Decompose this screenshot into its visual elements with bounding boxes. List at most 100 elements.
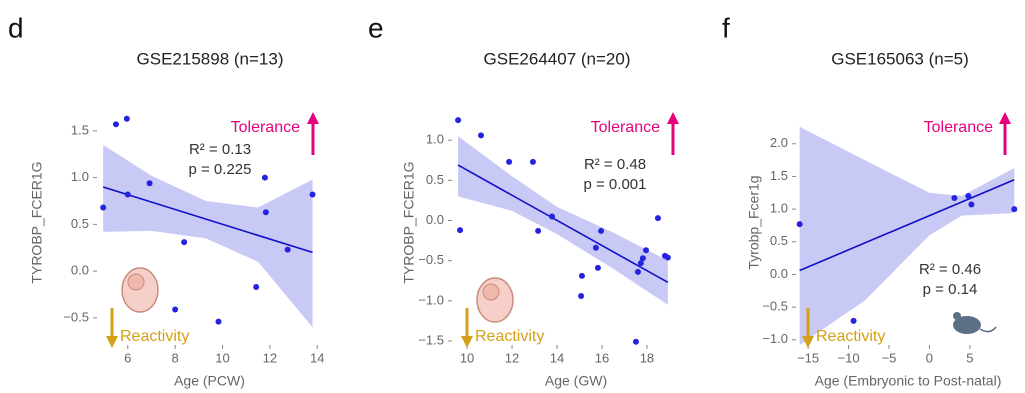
point (262, 209, 269, 216)
panel-letter: e (368, 12, 384, 43)
x-tick-label: 10 (460, 350, 474, 365)
chart-title: GSE165063 (n=5) (831, 49, 969, 68)
tolerance-arrowhead (307, 112, 319, 124)
x-tick-label: 8 (172, 350, 179, 365)
point (664, 254, 671, 261)
x-tick-label: 16 (595, 350, 609, 365)
point (796, 221, 803, 228)
point (215, 318, 222, 325)
x-axis-label: Age (Embryonic to Post-natal) (815, 373, 1002, 389)
fetus-head (482, 283, 500, 301)
tolerance-label: Tolerance (231, 119, 300, 136)
point (639, 255, 646, 262)
confidence-band (799, 126, 1015, 345)
point (284, 246, 291, 253)
x-tick-label: 10 (215, 350, 229, 365)
y-tick-label: −0.5 (418, 252, 444, 267)
reactivity-label: Reactivity (816, 328, 885, 345)
point (643, 247, 650, 254)
x-tick-label: 14 (550, 350, 564, 365)
fit-line (799, 178, 1015, 272)
reactivity-arrowhead (106, 336, 118, 348)
y-axis-label: TYROBP_FCER1G (401, 161, 417, 283)
point (529, 158, 536, 165)
point (951, 195, 958, 201)
y-tick-label: 2.0 (770, 135, 788, 150)
y-tick-label: 1.0 (426, 132, 444, 147)
confidence-band (458, 136, 668, 305)
x-tick-label: 6 (124, 350, 131, 365)
point (506, 158, 513, 165)
fetus-head (127, 273, 145, 291)
reactivity-label: Reactivity (120, 328, 189, 345)
point (455, 117, 462, 124)
x-tick-label: −10 (838, 350, 860, 365)
point (181, 239, 188, 246)
point (634, 268, 641, 275)
point (637, 260, 644, 267)
point (592, 244, 599, 251)
y-tick-label: 0.0 (770, 266, 788, 281)
chart-title: GSE264407 (n=20) (484, 49, 631, 68)
point (632, 338, 639, 345)
y-tick-label: 0.0 (426, 212, 444, 227)
y-tick-label: 0.5 (426, 172, 444, 187)
panel-letter: f (722, 12, 730, 43)
point (654, 215, 661, 222)
point (112, 121, 119, 128)
point (578, 293, 585, 299)
confidence-band (103, 144, 313, 328)
chart-title: GSE215898 (n=13) (137, 49, 284, 68)
x-tick-label: −15 (797, 350, 819, 365)
reactivity-arrowhead (461, 336, 473, 348)
point (1011, 206, 1018, 213)
x-tick-label: 18 (640, 350, 654, 365)
panel-letter: d (8, 12, 24, 43)
reactivity-arrowhead (802, 336, 814, 348)
mouse-icon (953, 316, 981, 334)
point (578, 272, 585, 279)
tolerance-arrowhead (999, 112, 1011, 124)
mouse-ear (953, 312, 961, 320)
tolerance-label: Tolerance (591, 119, 660, 136)
y-tick-label: 1.0 (770, 201, 788, 216)
p-label: p = 0.001 (584, 176, 647, 193)
y-tick-label: 0.0 (71, 263, 89, 278)
y-tick-label: −1.5 (418, 332, 444, 347)
point (146, 180, 153, 187)
fit-line (102, 186, 313, 254)
point (261, 174, 268, 181)
y-tick-label: −0.5 (63, 309, 89, 324)
point (598, 227, 605, 234)
point (594, 264, 601, 271)
reactivity-label: Reactivity (475, 328, 544, 345)
point (850, 317, 857, 324)
r2-label: R² = 0.13 (189, 141, 251, 158)
y-tick-label: 1.0 (71, 169, 89, 184)
y-tick-label: 1.5 (770, 168, 788, 183)
x-axis-label: Age (PCW) (174, 373, 245, 389)
r2-label: R² = 0.48 (584, 156, 646, 173)
x-tick-label: 12 (263, 350, 277, 365)
point (309, 191, 316, 198)
point (478, 132, 485, 139)
point (123, 115, 130, 122)
x-tick-label: 12 (505, 350, 519, 365)
point (535, 227, 542, 234)
mouse-tail (979, 326, 997, 333)
x-tick-label: 5 (966, 350, 973, 365)
y-tick-label: 0.5 (71, 216, 89, 231)
fit-line (457, 164, 669, 284)
x-tick-label: 0 (926, 350, 933, 365)
y-tick-label: 0.5 (770, 233, 788, 248)
point (100, 204, 107, 211)
tolerance-label: Tolerance (924, 119, 993, 136)
y-tick-label: −1.0 (762, 331, 788, 346)
r2-label: R² = 0.46 (919, 261, 981, 278)
x-tick-label: −5 (882, 350, 897, 365)
y-axis-label: TYROBP_FCER1G (29, 161, 45, 283)
y-tick-label: −1.0 (418, 292, 444, 307)
point (968, 201, 975, 208)
p-label: p = 0.14 (923, 281, 978, 298)
